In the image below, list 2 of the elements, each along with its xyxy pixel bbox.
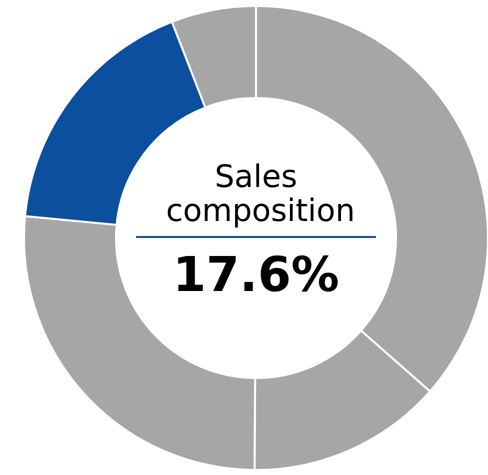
text: 17.6% (172, 247, 340, 303)
text: Sales composition (165, 159, 356, 229)
